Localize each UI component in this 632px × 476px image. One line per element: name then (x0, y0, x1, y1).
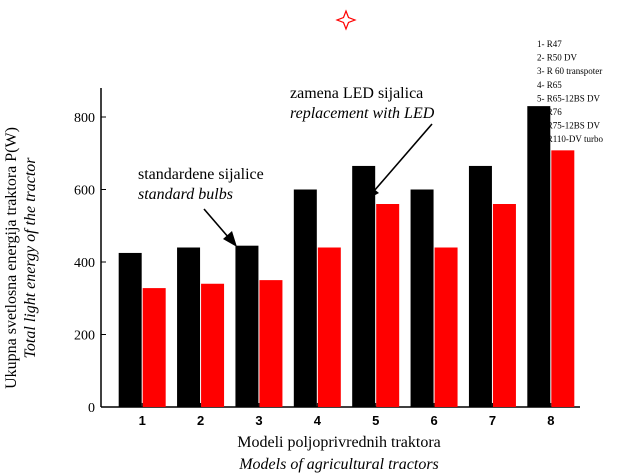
annotation-standard-arrow (203, 208, 230, 239)
bar-black-3 (235, 245, 259, 407)
annotation-led-label: zamena LED sijalica (290, 85, 423, 102)
annotation-standard-bulbs: standardene sijalice standard bulbs (138, 166, 264, 247)
x-tick-label: 5 (372, 413, 379, 428)
annotation-led-replacement: zamena LED sijalica replacement with LED (290, 85, 435, 200)
bar-red-8 (551, 150, 575, 407)
bar-black-1 (118, 252, 142, 407)
annotation-led-arrow (373, 123, 433, 192)
four-point-star-icon (335, 9, 357, 31)
x-tick-label: 7 (489, 413, 496, 428)
bars-group (118, 106, 575, 407)
y-tick-label: 400 (74, 256, 95, 271)
legend-item: 5- R65-12BS DV (537, 93, 601, 103)
y-tick-label: 200 (74, 329, 95, 344)
legend-item: 7- R75-12BS DV (537, 121, 601, 131)
bar-red-7 (492, 204, 516, 407)
x-tick-label: 3 (255, 413, 262, 428)
annotation-led-arrowhead (366, 185, 379, 200)
x-tick-label: 6 (430, 413, 437, 428)
bar-black-8 (527, 106, 551, 407)
annotation-led-label-italic: replacement with LED (290, 105, 435, 122)
bar-red-3 (259, 280, 283, 407)
y-tick-label: 600 (74, 184, 95, 199)
legend-item: 2- R50 DV (537, 53, 577, 63)
x-tick-label: 1 (139, 413, 146, 428)
bar-red-2 (201, 283, 225, 407)
bar-red-4 (317, 247, 341, 407)
annotation-standard-label-italic: standard bulbs (138, 186, 233, 203)
bar-red-5 (376, 204, 400, 407)
bar-black-2 (177, 247, 201, 407)
legend-item: 8- R110-DV turbo (537, 134, 603, 144)
x-tick-label: 4 (314, 413, 322, 428)
y-axis-ticks: 0 200 400 600 800 (74, 111, 106, 416)
bar-black-6 (410, 189, 434, 407)
bar-red-1 (142, 288, 166, 407)
bar-red-6 (434, 247, 458, 407)
legend-item: 6- R76 (537, 107, 562, 117)
legend-item: 3- R 60 transpoter (537, 66, 602, 76)
x-axis-title-italic: Models of agricultural tractors (238, 456, 439, 473)
legend-item: 1- R47 (537, 39, 562, 49)
model-legend: 1- R47 2- R50 DV 3- R 60 transpoter 4- R65 5… (537, 39, 603, 144)
bar-black-7 (468, 165, 492, 407)
annotation-standard-label: standardene sijalice (138, 166, 264, 183)
x-axis-ticks: 1 2 3 4 5 6 7 8 (139, 403, 554, 428)
y-tick-label: 0 (88, 401, 95, 416)
bar-black-5 (352, 165, 376, 407)
y-tick-label: 800 (74, 111, 95, 126)
annotation-standard-arrowhead (223, 231, 237, 247)
bar-black-4 (293, 189, 317, 407)
x-tick-label: 8 (547, 413, 554, 428)
legend-item: 4- R65 (537, 80, 562, 90)
y-axis-title: Ukupna svetlosna energija traktora P(W) (3, 127, 20, 389)
y-axis-title-italic: Total light energy of the tractor (22, 157, 39, 359)
x-axis-title: Modeli poljoprivrednih traktora (237, 434, 441, 451)
x-tick-label: 2 (197, 413, 204, 428)
